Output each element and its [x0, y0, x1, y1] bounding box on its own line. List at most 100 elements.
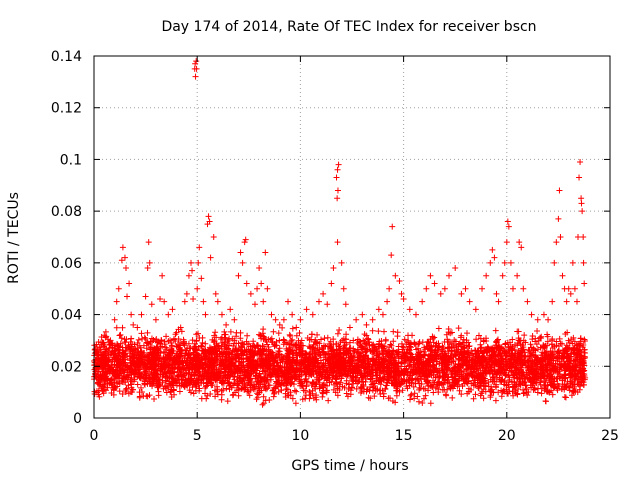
data-point	[168, 394, 175, 401]
data-points	[91, 58, 589, 408]
data-point	[435, 325, 442, 332]
data-point	[477, 341, 484, 348]
data-point	[544, 331, 551, 338]
data-point	[193, 331, 200, 338]
data-point	[526, 347, 533, 354]
data-point	[527, 341, 534, 348]
data-point	[346, 381, 353, 388]
data-point	[254, 394, 261, 401]
data-point	[524, 392, 531, 399]
data-point	[363, 332, 370, 339]
data-point	[304, 335, 311, 342]
data-point	[341, 384, 348, 391]
data-point	[289, 336, 296, 343]
data-point	[293, 388, 300, 395]
data-point	[522, 382, 529, 389]
data-point	[161, 383, 168, 390]
data-point	[214, 383, 221, 390]
data-point	[444, 344, 451, 351]
data-point	[422, 385, 429, 392]
data-point	[139, 335, 146, 342]
data-point	[321, 335, 328, 342]
data-point	[151, 396, 158, 403]
data-point	[408, 391, 415, 398]
data-point	[275, 330, 282, 337]
data-point	[445, 339, 452, 346]
data-point	[394, 333, 401, 340]
data-point	[250, 338, 257, 345]
data-point	[222, 331, 229, 338]
data-point	[211, 332, 218, 339]
data-point	[135, 336, 142, 343]
data-point	[223, 385, 230, 392]
data-point	[395, 343, 402, 350]
data-point	[393, 392, 400, 399]
data-point	[302, 371, 309, 378]
data-point	[285, 392, 292, 399]
data-point	[104, 384, 111, 391]
data-point	[94, 380, 101, 387]
data-point	[163, 346, 170, 353]
data-point	[449, 394, 456, 401]
data-point	[492, 397, 499, 404]
data-point	[128, 335, 135, 342]
data-point	[415, 398, 422, 405]
data-point	[538, 390, 545, 397]
data-point	[270, 393, 277, 400]
data-point	[470, 382, 477, 389]
data-point	[278, 387, 285, 394]
data-point	[339, 372, 346, 379]
data-point	[172, 331, 179, 338]
data-point	[260, 326, 267, 333]
data-point	[102, 328, 109, 335]
data-point	[198, 395, 205, 402]
data-point	[163, 389, 170, 396]
data-point	[492, 327, 499, 334]
data-point	[259, 401, 266, 408]
data-point	[387, 341, 394, 348]
data-point	[199, 339, 206, 346]
data-point	[212, 329, 219, 336]
data-point	[470, 395, 477, 402]
data-point	[116, 388, 123, 395]
data-point	[525, 346, 532, 353]
data-point	[144, 393, 151, 400]
data-point	[144, 329, 151, 336]
data-point	[463, 330, 470, 337]
data-point	[116, 332, 123, 339]
data-point	[505, 390, 512, 397]
data-point	[561, 394, 568, 401]
data-point	[319, 393, 326, 400]
data-point	[128, 374, 135, 381]
data-point	[473, 336, 480, 343]
data-point	[113, 324, 120, 331]
data-point	[369, 327, 376, 334]
data-point	[343, 380, 350, 387]
data-point	[550, 357, 557, 364]
data-point	[458, 391, 465, 398]
data-point	[431, 334, 438, 341]
data-point	[549, 391, 556, 398]
data-point	[461, 344, 468, 351]
data-point	[409, 332, 416, 339]
data-point	[407, 396, 414, 403]
data-point	[390, 338, 397, 345]
data-point	[198, 342, 205, 349]
data-point	[475, 332, 482, 339]
gridlines	[94, 56, 610, 418]
data-point	[138, 384, 145, 391]
data-point	[221, 328, 228, 335]
data-point	[420, 395, 427, 402]
data-point	[143, 345, 150, 352]
data-point	[155, 392, 162, 399]
data-point	[276, 337, 283, 344]
data-point	[381, 328, 388, 335]
data-point	[523, 386, 530, 393]
data-point	[556, 335, 563, 342]
data-point	[262, 397, 269, 404]
data-point	[309, 380, 316, 387]
data-point	[220, 386, 227, 393]
data-point	[308, 331, 315, 338]
data-point	[432, 385, 439, 392]
